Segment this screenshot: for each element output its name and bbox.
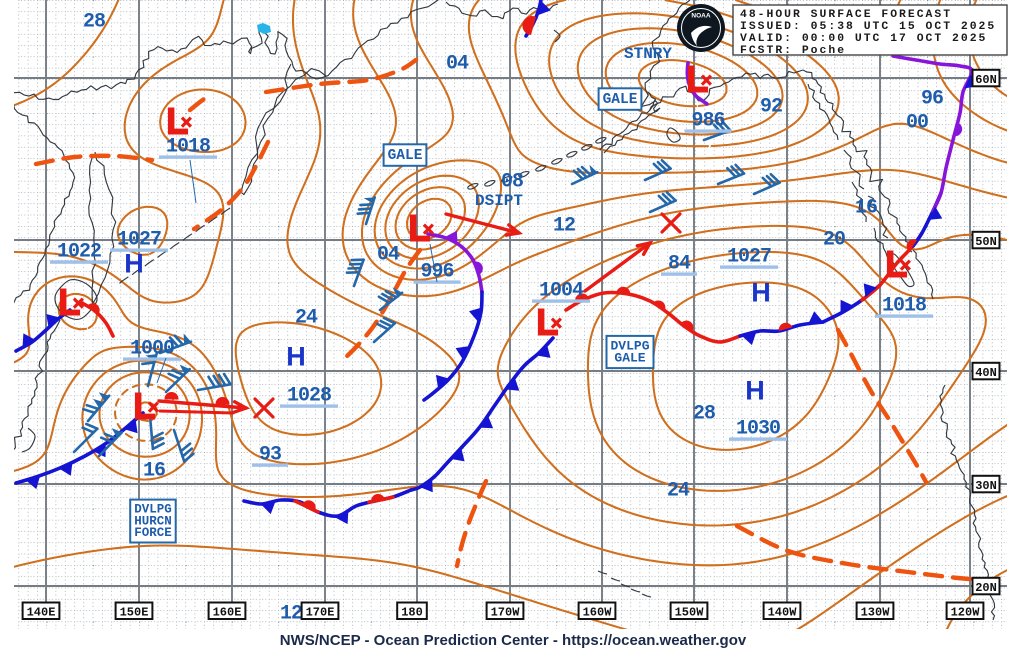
svg-text:1027: 1027	[727, 245, 771, 268]
svg-text:170E: 170E	[306, 606, 335, 620]
svg-text:996: 996	[420, 260, 453, 283]
svg-text:140E: 140E	[27, 606, 56, 620]
svg-text:48-HOUR SURFACE FORECAST: 48-HOUR SURFACE FORECAST	[740, 9, 952, 21]
svg-text:16: 16	[855, 196, 877, 219]
svg-text:30N: 30N	[975, 479, 997, 493]
svg-text:28: 28	[693, 402, 715, 425]
svg-text:40N: 40N	[975, 366, 997, 380]
svg-text:60N: 60N	[975, 73, 997, 87]
svg-text:24: 24	[667, 479, 690, 502]
svg-text:160W: 160W	[583, 606, 613, 620]
svg-text:986: 986	[691, 109, 724, 132]
svg-text:H: H	[745, 376, 765, 406]
svg-text:GALE: GALE	[614, 350, 645, 365]
svg-text:150E: 150E	[120, 606, 149, 620]
svg-text:NWS/NCEP - Ocean Prediction Ce: NWS/NCEP - Ocean Prediction Center - htt…	[280, 632, 747, 649]
svg-text:H: H	[751, 278, 771, 308]
svg-text:VALID: 00:00 UTC 17 OCT 2025: VALID: 00:00 UTC 17 OCT 2025	[740, 33, 987, 45]
svg-text:GALE: GALE	[388, 148, 423, 164]
svg-text:HURCN: HURCN	[134, 514, 172, 528]
svg-text:96: 96	[921, 87, 943, 110]
svg-text:120W: 120W	[951, 606, 981, 620]
svg-text:1018: 1018	[166, 135, 210, 158]
svg-text:12: 12	[553, 214, 575, 237]
svg-text:24: 24	[295, 306, 318, 329]
svg-text:140W: 140W	[768, 606, 798, 620]
svg-text:1028: 1028	[287, 384, 331, 407]
svg-text:130W: 130W	[861, 606, 891, 620]
svg-text:1022: 1022	[57, 240, 101, 263]
svg-text:1018: 1018	[882, 294, 926, 317]
svg-text:DVLPG: DVLPG	[610, 338, 649, 353]
svg-text:12: 12	[280, 602, 302, 625]
svg-text:50N: 50N	[975, 235, 997, 249]
svg-text:00: 00	[906, 111, 928, 134]
svg-text:H: H	[286, 342, 306, 372]
svg-text:20: 20	[823, 228, 845, 251]
svg-text:16: 16	[143, 459, 165, 482]
svg-text:DVLPG: DVLPG	[134, 503, 172, 517]
svg-text:NOAA: NOAA	[691, 13, 710, 20]
svg-text:STNRY: STNRY	[624, 45, 672, 63]
svg-text:GALE: GALE	[603, 92, 638, 108]
svg-text:H: H	[124, 249, 144, 279]
svg-text:170W: 170W	[491, 606, 521, 620]
svg-text:1004: 1004	[539, 279, 584, 302]
svg-text:1030: 1030	[736, 417, 780, 440]
svg-text:84: 84	[668, 252, 691, 275]
svg-text:08: 08	[501, 170, 523, 193]
svg-text:180: 180	[401, 606, 423, 620]
svg-text:160E: 160E	[213, 606, 242, 620]
svg-text:DSIPT: DSIPT	[475, 192, 523, 210]
svg-text:28: 28	[83, 10, 105, 33]
svg-text:ISSUED: 05:38 UTC 15 OCT 2025: ISSUED: 05:38 UTC 15 OCT 2025	[740, 21, 996, 33]
svg-text:FORCE: FORCE	[134, 526, 172, 540]
svg-text:150W: 150W	[675, 606, 705, 620]
svg-text:FCSTR: Poche: FCSTR: Poche	[740, 45, 846, 57]
svg-text:93: 93	[259, 443, 281, 466]
svg-text:04: 04	[377, 243, 400, 266]
svg-text:1000: 1000	[130, 337, 174, 360]
svg-text:1027: 1027	[117, 228, 161, 251]
svg-text:04: 04	[446, 52, 469, 75]
svg-text:92: 92	[760, 95, 782, 118]
svg-text:20N: 20N	[975, 581, 997, 595]
